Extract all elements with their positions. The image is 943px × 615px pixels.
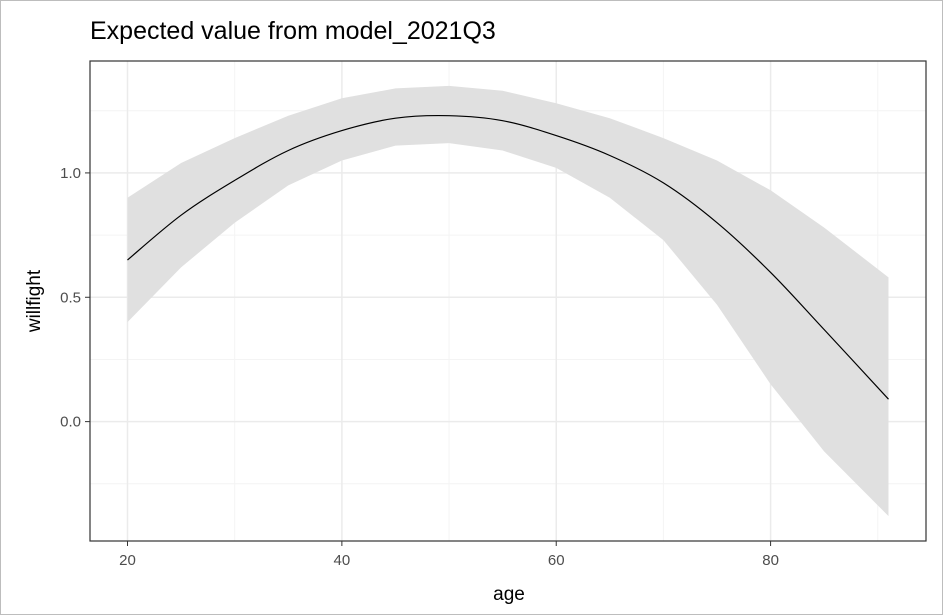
y-axis-ticks: 0.0 0.5 1.0 <box>60 165 90 431</box>
expected-value-line <box>127 114 889 400</box>
x-tick-label: 80 <box>762 552 779 569</box>
y-tick-label: 1.0 <box>60 165 81 182</box>
confidence-band <box>127 85 889 517</box>
expected-value-line-layer <box>127 114 889 400</box>
y-tick-label: 0.0 <box>60 414 81 431</box>
y-tick-label: 0.5 <box>60 289 81 306</box>
x-tick-label: 20 <box>119 552 136 569</box>
x-tick-label: 60 <box>548 552 565 569</box>
chart-title: Expected value from model_2021Q3 <box>90 17 496 45</box>
confidence-band-layer <box>127 85 889 517</box>
x-tick-label: 40 <box>334 552 351 569</box>
x-axis-ticks: 20 40 60 80 <box>119 541 779 569</box>
panel-border <box>89 60 927 542</box>
y-axis-title: willfight <box>24 269 45 333</box>
x-axis-title: age <box>493 584 525 605</box>
